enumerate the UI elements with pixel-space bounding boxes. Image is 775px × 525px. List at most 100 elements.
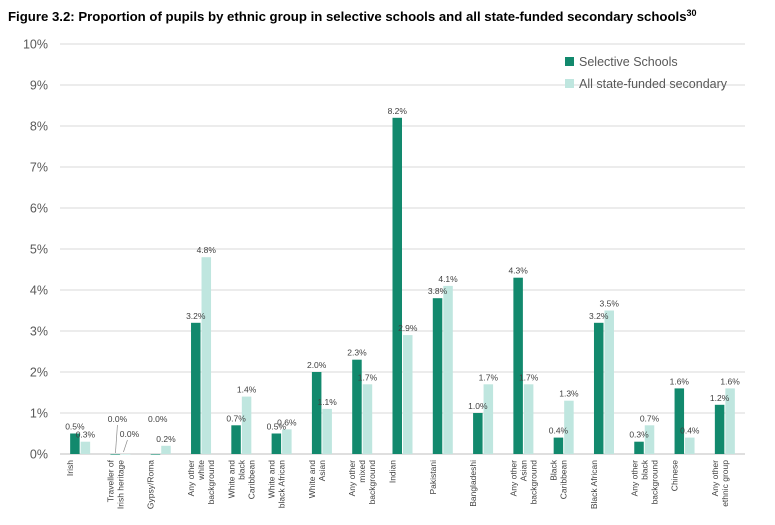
bar-selective [70, 433, 80, 454]
bar-selective [714, 404, 725, 454]
data-label: 2.3% [347, 348, 367, 358]
bar-state-funded [322, 408, 332, 454]
data-label: 8.2% [388, 106, 408, 116]
data-label: 1.2% [710, 393, 730, 403]
data-label: 0.4% [549, 426, 569, 436]
category-label-line: Asian [317, 460, 327, 482]
category-label: White and black African [267, 460, 287, 508]
data-label: 0.5% [65, 422, 85, 432]
bar-state-funded [564, 400, 574, 454]
category-label-line: Any other [347, 460, 357, 497]
category-label: Chinese [670, 460, 680, 491]
y-tick-label: 6% [30, 202, 48, 216]
category-label-line: Gypsy/Roma [146, 460, 156, 509]
category-label: Irish [65, 460, 75, 476]
legend-swatch [565, 79, 574, 88]
bar-state-funded [80, 441, 91, 454]
bar-selective [110, 454, 120, 455]
category-label-line: Irish heritage [115, 460, 125, 509]
data-label: 0.7% [226, 413, 246, 423]
category-label: White and Asian [307, 460, 327, 499]
category-label: White and black Caribbean [226, 459, 256, 499]
data-label: 4.1% [438, 274, 458, 284]
data-label: 4.3% [508, 266, 528, 276]
category-label-line: Asian [518, 460, 528, 482]
data-label: 0.3% [629, 430, 649, 440]
data-label: 2.0% [307, 360, 327, 370]
data-label: 1.1% [317, 397, 337, 407]
category-label-line: Caribbean [559, 460, 569, 499]
category-label-line: Caribbean [246, 460, 256, 499]
bar-selective [352, 359, 362, 454]
category-label: Indian [388, 460, 398, 483]
y-tick-label: 1% [30, 407, 48, 421]
category-label-line: White and [307, 460, 317, 499]
data-label: 1.7% [358, 372, 378, 382]
bar-state-funded [362, 384, 373, 454]
data-label: 0.6% [277, 417, 297, 427]
category-label-line: Black [549, 459, 559, 481]
category-label: Black Caribbean [549, 459, 569, 499]
category-label-line: black [639, 459, 649, 480]
legend-swatch [565, 57, 574, 66]
y-tick-label: 10% [23, 38, 48, 52]
y-tick-label: 7% [30, 161, 48, 175]
category-label-line: Any other [186, 460, 196, 497]
bar-state-funded [685, 437, 695, 454]
bar-selective [674, 388, 685, 454]
bar-state-funded [201, 257, 212, 454]
legend-label: Selective Schools [579, 55, 678, 69]
category-label-line: ethnic group [720, 460, 730, 507]
category-label: Any other mixed background [347, 460, 377, 505]
data-label: 1.7% [479, 372, 499, 382]
data-label: 0.3% [76, 430, 96, 440]
bar-state-funded [161, 445, 171, 454]
bar-selective [191, 322, 201, 454]
data-label: 1.3% [559, 389, 579, 399]
y-tick-label: 0% [30, 448, 48, 462]
y-tick-label: 8% [30, 120, 48, 134]
bar-state-funded [403, 335, 413, 454]
bar-selective [150, 454, 161, 455]
bar-selective [432, 298, 443, 454]
category-label-line: background [649, 460, 659, 505]
category-label-line: black African [277, 460, 287, 508]
data-label: 1.7% [519, 372, 539, 382]
legend-label: All state-funded secondary [579, 77, 728, 91]
category-label-line: black [236, 459, 246, 480]
data-label: 0.7% [640, 413, 660, 423]
category-label-line: White and [267, 460, 277, 499]
category-label-line: Irish [65, 460, 75, 476]
category-label-line: Chinese [670, 460, 680, 491]
data-label: 0.5% [267, 422, 287, 432]
category-label-line: background [367, 460, 377, 505]
bar-state-funded [604, 310, 614, 454]
category-label-line: Black African [589, 460, 599, 509]
chart-title: Figure 3.2: Proportion of pupils by ethn… [8, 8, 773, 24]
bar-selective [271, 433, 282, 454]
category-label: Any other white background [186, 460, 216, 505]
data-label: 3.8% [428, 286, 448, 296]
category-label-line: Any other [710, 460, 720, 497]
category-label-line: Bangladeshi [468, 460, 478, 507]
bar-selective [392, 117, 402, 455]
bar-selective [593, 322, 604, 454]
bar-selective [513, 277, 523, 454]
data-label: 3.2% [589, 311, 609, 321]
bar-selective [473, 413, 483, 454]
bars [70, 117, 735, 455]
category-label-line: Any other [508, 460, 518, 497]
y-tick-label: 3% [30, 325, 48, 339]
bar-selective [231, 425, 241, 454]
bar-state-funded [644, 425, 655, 454]
data-label: 1.6% [670, 376, 690, 386]
bar-selective [553, 437, 564, 454]
leader-line [123, 439, 128, 453]
data-label: 0.0% [108, 414, 128, 424]
bar-state-funded [483, 384, 494, 454]
bar-state-funded [120, 454, 131, 455]
category-label-line: white [196, 460, 206, 481]
category-label-line: Indian [388, 460, 398, 483]
category-label-line: background [528, 460, 538, 505]
y-tick-label: 4% [30, 284, 48, 298]
